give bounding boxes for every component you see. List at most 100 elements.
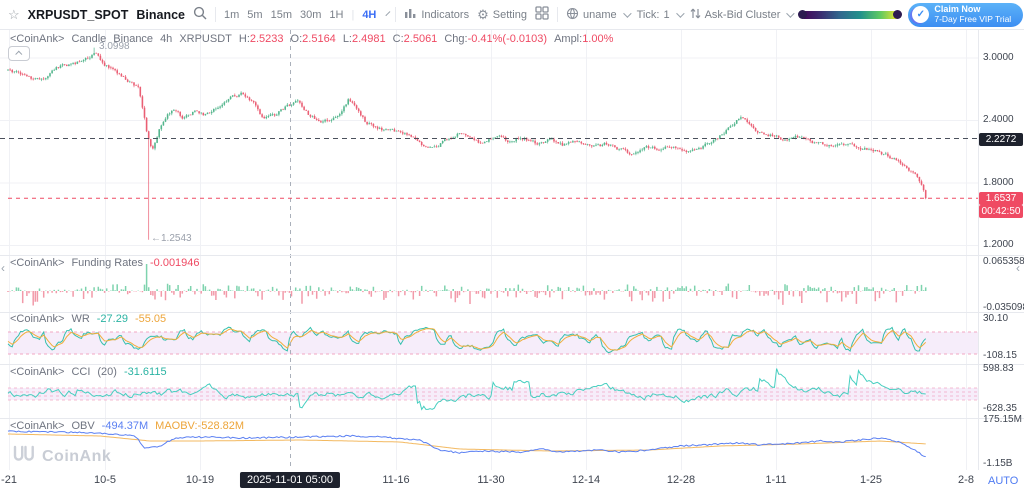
divider: [556, 7, 558, 22]
exchange-title: Binance: [136, 7, 186, 22]
cci-param: (20): [97, 366, 117, 378]
last-price-badge: 1.6537: [979, 192, 1023, 205]
uname-dropdown[interactable]: uname: [566, 7, 632, 23]
indicator-name: OBV: [71, 420, 95, 432]
panel-expand-right-icon[interactable]: ‹: [1016, 261, 1020, 275]
indicator-name: CCI: [71, 366, 91, 378]
time-axis-label: 12-28: [666, 474, 696, 486]
top-toolbar: ☆ XRPUSDT_SPOT Binance 1m 5m 15m 30m 1H …: [0, 0, 1024, 30]
grid-icon: [535, 6, 549, 23]
time-axis-label: 10-5: [93, 474, 117, 486]
countdown-badge: 00:42:50: [979, 205, 1023, 218]
askbid-label: Ask-Bid Cluster: [704, 8, 781, 21]
price-tick: 1.8000: [983, 177, 1014, 188]
price-tick: 1.2000: [983, 239, 1014, 250]
source-tag: <CoinAnk>: [10, 257, 65, 269]
time-axis-label: 11-16: [382, 474, 410, 486]
source-tag: <CoinAnk>: [10, 313, 65, 325]
time-axis-label: 10-19: [185, 474, 215, 486]
ask-bid-arrows-icon: [690, 7, 701, 23]
cci-axis-top: 598.83: [983, 363, 1014, 374]
timeframe-5m[interactable]: 5m: [247, 8, 263, 21]
indicator-name: WR: [71, 313, 90, 325]
high-price-marker: 3.0998: [99, 41, 130, 52]
divider: [215, 7, 217, 22]
time-axis[interactable]: 2025-11-01 05:00 -21 10-5 10-19 11-16 11-30 1…: [0, 470, 1024, 494]
time-axis-label: -21: [1, 474, 17, 486]
time-axis-label: 12-14: [571, 474, 601, 486]
divider: |: [351, 8, 355, 21]
tick-value: 1: [663, 8, 670, 21]
setting-label: Setting: [492, 8, 527, 21]
amplitude-stat: Ampl:1.00%: [554, 33, 614, 45]
coinank-watermark: CoinAnk: [12, 444, 111, 469]
legend-interval: 4h: [160, 33, 173, 45]
funding-axis-bottom: -0.035098: [983, 302, 1024, 313]
time-axis-label: 2-8: [958, 474, 974, 486]
collapse-panel-button[interactable]: [8, 46, 30, 61]
high-stat: H:2.5233: [238, 33, 284, 45]
cci-value: -31.6115: [123, 366, 167, 378]
marked-level-badge[interactable]: 2.2272: [979, 133, 1023, 146]
indicators-icon: [404, 7, 417, 22]
range-handle-left[interactable]: [798, 9, 808, 19]
tick-dropdown[interactable]: Tick: 1: [636, 8, 685, 21]
auto-scale-button[interactable]: AUTO: [988, 475, 1019, 487]
obv-panel-legend: <CoinAnk> OBV -494.37M MAOBV:-528.82M: [10, 420, 244, 432]
close-stat: C:2.5061: [392, 33, 438, 45]
study-name: Candle: [71, 33, 107, 45]
maobv-stat: MAOBV:-528.82M: [155, 420, 245, 432]
wr-panel-legend: <CoinAnk> WR -27.29 -55.05: [10, 313, 166, 325]
cci-axis-bottom: -628.35: [983, 403, 1017, 414]
source-tag: <CoinAnk>: [10, 420, 65, 432]
source-tag: <CoinAnk>: [10, 366, 65, 378]
timeframe-15m[interactable]: 15m: [270, 8, 292, 21]
askbid-cluster-dropdown[interactable]: Ask-Bid Cluster: [690, 7, 796, 23]
price-tick: 2.4000: [983, 114, 1014, 125]
range-handle-right[interactable]: [893, 9, 903, 19]
claim-vip-trial-button[interactable]: ✓ Claim Now 7-Day Free VIP Trial: [908, 2, 1024, 27]
time-axis-label: 1-11: [765, 474, 787, 486]
search-icon[interactable]: [193, 6, 207, 23]
timeframe-1m[interactable]: 1m: [224, 8, 240, 21]
indicator-name: Funding Rates: [71, 257, 143, 269]
layout-grid-button[interactable]: [535, 6, 549, 23]
funding-panel-legend: <CoinAnk> Funding Rates -0.001946: [10, 257, 200, 269]
watermark-text: CoinAnk: [42, 447, 112, 465]
symbol-title[interactable]: XRPUSDT_SPOT: [27, 7, 129, 22]
timeframe-4h-active[interactable]: 4H: [362, 8, 377, 21]
obv-value: -494.37M: [101, 420, 149, 432]
funding-value: -0.001946: [149, 257, 200, 269]
price-tick: 3.0000: [983, 52, 1014, 63]
claim-line2: 7-Day Free VIP Trial: [934, 13, 1012, 24]
indicators-button[interactable]: Indicators: [404, 7, 469, 22]
wr-axis-top: 30.10: [983, 313, 1009, 324]
indicators-label: Indicators: [421, 8, 470, 21]
favorite-star-icon[interactable]: ☆: [8, 6, 20, 22]
time-axis-label: 1-25: [859, 474, 883, 486]
obv-axis-bottom: -1.15B: [983, 458, 1013, 469]
claim-line1: Claim Now: [934, 4, 981, 15]
legend-exchange: Binance: [113, 33, 154, 45]
panel-expand-left-icon[interactable]: ‹: [1, 261, 5, 275]
setting-button[interactable]: ⚙ Setting: [477, 7, 527, 23]
main-panel-legend: <CoinAnk> Candle Binance 4h XRPUSDT H:2.…: [10, 33, 613, 45]
timeframe-1h[interactable]: 1H: [329, 8, 344, 21]
crosshair-date-badge: 2025-11-01 05:00: [239, 472, 341, 488]
uname-label: uname: [582, 8, 617, 21]
tick-label: Tick:: [636, 8, 660, 21]
globe-icon: [566, 7, 579, 23]
wr-value-1: -27.29: [96, 313, 128, 325]
wr-value-2: -55.05: [134, 313, 167, 325]
coinank-logo-icon: [12, 444, 36, 469]
source-tag: <CoinAnk>: [10, 33, 65, 45]
divider: [395, 7, 397, 22]
heatmap-range-slider[interactable]: [798, 9, 903, 19]
gear-icon: ⚙: [477, 6, 489, 22]
open-stat: O:2.5164: [290, 33, 336, 45]
timeframe-30m[interactable]: 30m: [299, 8, 322, 21]
wr-axis-bottom: -108.15: [983, 350, 1017, 361]
funding-axis-top: 0.065358: [983, 256, 1024, 267]
